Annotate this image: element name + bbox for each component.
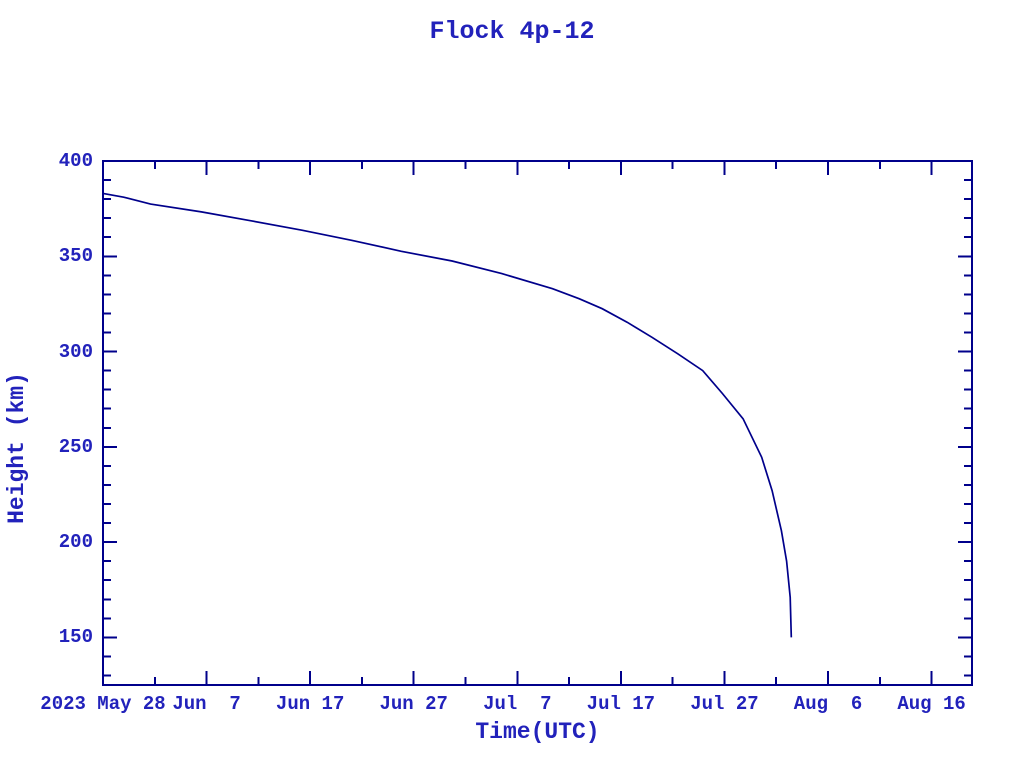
y-tick-label: 200 [58, 531, 93, 554]
y-tick-label: 150 [58, 626, 93, 649]
y-tick-label: 300 [58, 340, 93, 363]
x-tick-label: 2023 May 28 [40, 693, 166, 715]
y-tick-label: 350 [58, 245, 93, 268]
x-tick-label: Jul 17 [586, 693, 656, 715]
x-tick-label: Aug 16 [897, 693, 966, 715]
x-tick-label: Aug 6 [793, 693, 863, 715]
x-tick-label: Jul 7 [483, 693, 552, 715]
x-tick-label: Jun 27 [379, 693, 448, 715]
plot-frame [102, 160, 973, 686]
x-tick-label: Jun 17 [275, 693, 345, 715]
x-axis-label: Time(UTC) [475, 719, 600, 745]
chart-title: Flock 4p-12 [429, 17, 595, 46]
x-tick-label: Jul 27 [690, 693, 759, 715]
y-tick-label: 250 [58, 435, 93, 458]
x-tick-label: Jun 7 [172, 693, 241, 715]
height-decay-curve [102, 192, 793, 638]
y-tick-label: 400 [58, 150, 93, 172]
